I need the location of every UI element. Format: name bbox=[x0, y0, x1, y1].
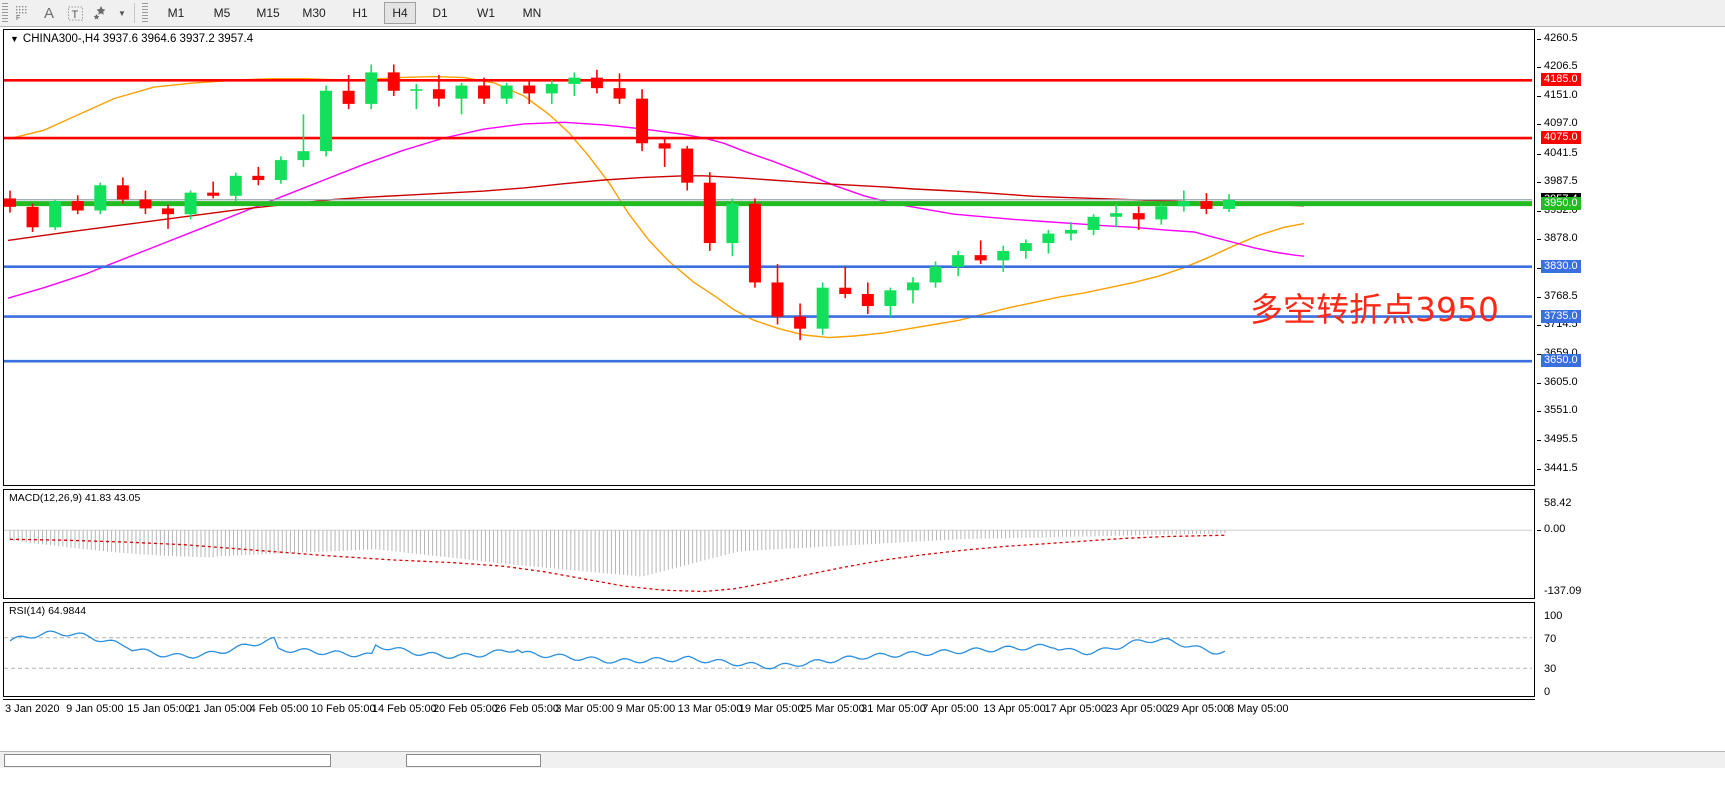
price-label-support: 3735.0 bbox=[1541, 309, 1581, 323]
time-axis-label: 23 Apr 05:00 bbox=[1105, 703, 1169, 715]
objects-icon[interactable] bbox=[88, 2, 114, 24]
timeframe-w1[interactable]: W1 bbox=[477, 6, 495, 20]
macd-header: MACD(12,26,9) 41.83 43.05 bbox=[9, 492, 141, 504]
time-axis-label: 3 Jan 2020 bbox=[5, 703, 60, 715]
time-axis-label: 20 Feb 05:00 bbox=[433, 703, 498, 715]
time-axis-label: 4 Feb 05:00 bbox=[249, 703, 309, 715]
text-label-icon[interactable]: A bbox=[43, 4, 54, 22]
main-toolbar: F A T ▼ M1 M5 M15 M30 H1 H4 D1 W1 MN bbox=[0, 0, 1725, 27]
timeframe-h4[interactable]: H4 bbox=[384, 2, 416, 24]
timeframe-m30[interactable]: M30 bbox=[302, 6, 326, 20]
rsi-header: RSI(14) 64.9844 bbox=[9, 605, 87, 617]
timeframe-m1[interactable]: M1 bbox=[167, 6, 185, 20]
timeframe-d1[interactable]: D1 bbox=[432, 6, 448, 20]
chart-header-text: CHINA300-,H4 3937.6 3964.6 3937.2 3957.4 bbox=[22, 33, 254, 45]
price-label-pivot: 3950.0 bbox=[1541, 196, 1581, 210]
price-chart-panel[interactable]: ▼ CHINA300-,H4 3937.6 3964.6 3937.2 3957.… bbox=[3, 29, 1535, 486]
horizontal-scroll-thumb-1[interactable] bbox=[4, 754, 331, 767]
chart-header: ▼ CHINA300-,H4 3937.6 3964.6 3937.2 3957.… bbox=[10, 33, 253, 45]
timeframe-mn[interactable]: MN bbox=[522, 6, 542, 20]
rsi-panel[interactable]: RSI(14) 64.9844 bbox=[3, 602, 1535, 697]
macd-panel[interactable]: MACD(12,26,9) 41.83 43.05 bbox=[3, 489, 1535, 599]
price-label-resistance: 4075.0 bbox=[1541, 131, 1581, 145]
time-axis-label: 26 Feb 05:00 bbox=[494, 703, 560, 715]
timeframe-m5[interactable]: M5 bbox=[213, 6, 231, 20]
pivot-annotation: 多空转折点3950 bbox=[1250, 290, 1499, 329]
macd-canvas bbox=[4, 529, 1532, 593]
rsi-canvas bbox=[4, 630, 1532, 670]
time-axis-label: 3 Mar 05:00 bbox=[555, 703, 615, 715]
time-axis-label: 13 Apr 05:00 bbox=[983, 703, 1046, 715]
time-axis-label: 19 Mar 05:00 bbox=[738, 703, 804, 715]
time-axis-label: 15 Jan 05:00 bbox=[127, 703, 191, 715]
time-axis-label: 17 Apr 05:00 bbox=[1044, 703, 1107, 715]
timeframe-group: M1 M5 M15 M30 H1 H4 D1 W1 MN bbox=[154, 2, 554, 24]
svg-text:T: T bbox=[71, 9, 78, 21]
time-axis-label: 31 Mar 05:00 bbox=[861, 703, 926, 715]
time-axis-label: 10 Feb 05:00 bbox=[310, 703, 376, 715]
time-axis-label: 9 Mar 05:00 bbox=[616, 703, 676, 715]
time-axis-label: 29 Apr 05:00 bbox=[1166, 703, 1230, 715]
text-box-icon[interactable]: T bbox=[62, 2, 88, 24]
price-label-resistance: 4185.0 bbox=[1541, 73, 1581, 87]
time-axis-label: 9 Jan 05:00 bbox=[66, 703, 124, 715]
price-scale[interactable]: 4260.5 4206.5 4151.0 4097.0 4041.5 3987.5 3932… bbox=[1537, 29, 1725, 486]
time-axis-label: 25 Mar 05:00 bbox=[799, 703, 865, 715]
toolbar-grip-1[interactable] bbox=[2, 3, 8, 23]
time-axis-label: 13 Mar 05:00 bbox=[677, 703, 743, 715]
price-label-support: 3830.0 bbox=[1541, 259, 1581, 273]
bottom-scrollbar-area bbox=[0, 751, 1725, 768]
price-label-support: 3650.0 bbox=[1541, 354, 1581, 368]
rsi-scale: 100 70 30 0 bbox=[1537, 602, 1725, 698]
time-axis-label: 7 Apr 05:00 bbox=[922, 703, 979, 715]
objects-dropdown-caret-icon[interactable]: ▼ bbox=[118, 8, 126, 18]
crosshair-f-icon[interactable]: F bbox=[10, 2, 36, 24]
time-axis-label: 21 Jan 05:00 bbox=[188, 703, 253, 715]
time-axis-label: 14 Feb 05:00 bbox=[371, 703, 437, 715]
chart-collapse-icon[interactable]: ▼ bbox=[10, 34, 19, 44]
horizontal-scroll-thumb-2[interactable] bbox=[406, 754, 541, 767]
chart-frame: ▼ CHINA300-,H4 3937.6 3964.6 3937.2 3957.… bbox=[0, 27, 1725, 795]
timeframe-m15[interactable]: M15 bbox=[256, 6, 280, 20]
svg-text:F: F bbox=[16, 15, 20, 21]
toolbar-grip-2[interactable] bbox=[142, 3, 148, 23]
macd-scale: 58.42 0.00 -137.09 bbox=[1537, 489, 1725, 599]
time-axis-label: 8 May 05:00 bbox=[1228, 703, 1289, 715]
price-chart-canvas bbox=[4, 64, 1532, 363]
timeframe-h1[interactable]: H1 bbox=[352, 6, 368, 20]
time-axis[interactable]: 3 Jan 2020 9 Jan 05:00 15 Jan 05:00 21 Jan … bbox=[3, 699, 1535, 722]
toolbar-divider-1 bbox=[134, 3, 135, 23]
